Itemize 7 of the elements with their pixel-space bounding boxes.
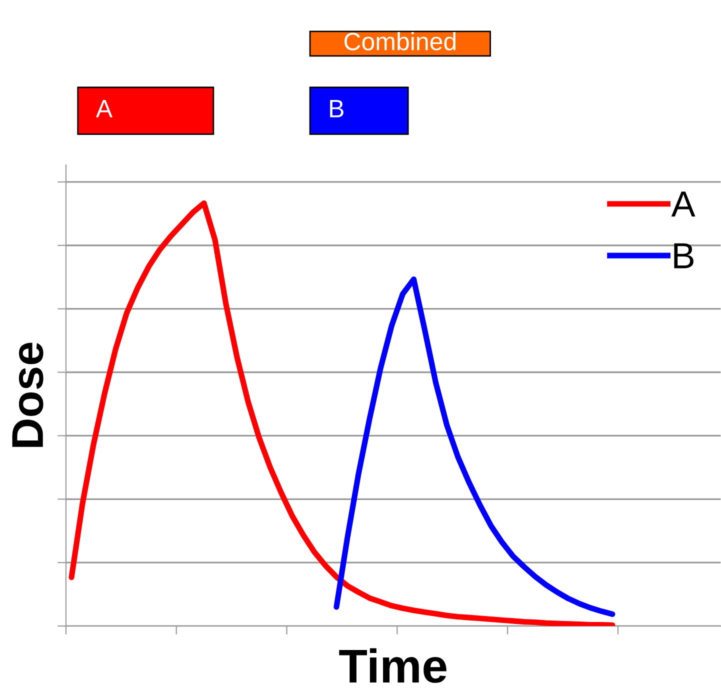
y-axis-title: Dose	[12, 342, 44, 447]
text: A	[96, 100, 113, 118]
text: Combined	[344, 32, 456, 50]
legend-label: B	[674, 243, 694, 268]
legend-label: A	[671, 192, 696, 216]
x-axis-title: Time	[339, 648, 446, 683]
text: B	[330, 100, 344, 118]
